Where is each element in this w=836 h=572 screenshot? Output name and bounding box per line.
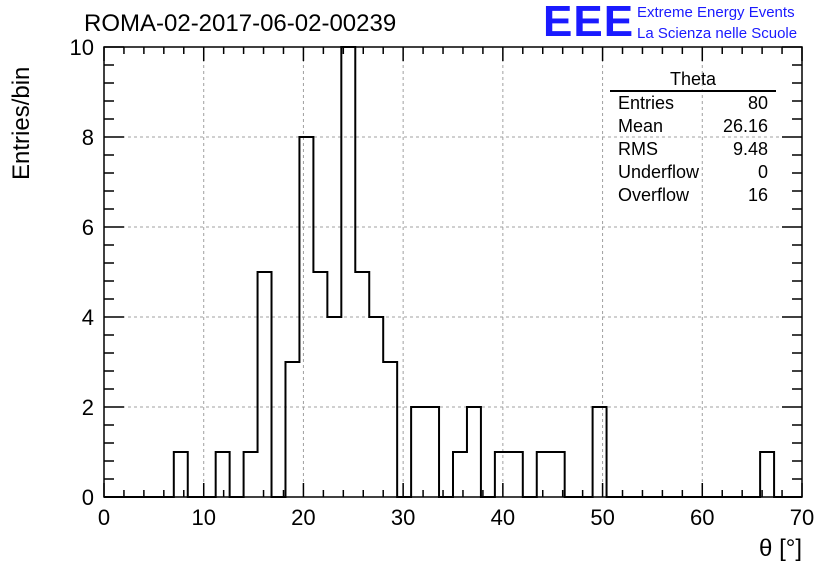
logo-line-2: La Scienza nelle Scuole bbox=[637, 25, 798, 42]
stats-label: Entries bbox=[618, 93, 675, 113]
stats-title: Theta bbox=[610, 68, 776, 92]
histogram-bin bbox=[216, 452, 230, 497]
stats-label: Overflow bbox=[618, 185, 690, 205]
histogram-bin bbox=[369, 317, 383, 497]
stats-value: 26.16 bbox=[722, 116, 768, 136]
histogram-bin bbox=[495, 452, 509, 497]
stats-label: Mean bbox=[618, 116, 664, 136]
stats-row-overflow: Overflow 16 bbox=[610, 184, 776, 207]
y-tick-label: 2 bbox=[82, 395, 94, 420]
histogram-bin bbox=[174, 452, 188, 497]
tick-labels: 0 10 20 30 40 50 60 70 0 2 4 6 8 10 bbox=[70, 35, 815, 530]
stats-value: 9.48 bbox=[732, 139, 768, 159]
x-tick-label: 40 bbox=[491, 505, 515, 530]
plot-frame bbox=[103, 46, 803, 498]
x-tick-label: 10 bbox=[191, 505, 215, 530]
histogram-bin bbox=[411, 407, 425, 497]
stats-row-entries: Entries 80 bbox=[610, 92, 776, 115]
histogram-bin bbox=[285, 362, 299, 497]
stats-value: 16 bbox=[747, 185, 768, 205]
x-tick-label: 0 bbox=[98, 505, 110, 530]
x-tick-label: 20 bbox=[291, 505, 315, 530]
x-tick-label: 30 bbox=[391, 505, 415, 530]
histogram-bin bbox=[327, 317, 341, 497]
y-tick-label: 6 bbox=[82, 215, 94, 240]
histogram-bin bbox=[593, 407, 607, 497]
eee-logo: EEE bbox=[543, 0, 635, 46]
histogram-bin bbox=[509, 452, 523, 497]
histogram-bin bbox=[355, 272, 369, 497]
stats-label: Underflow bbox=[618, 162, 700, 182]
stats-row-rms: RMS 9.48 bbox=[610, 138, 776, 161]
y-tick-label: 8 bbox=[82, 125, 94, 150]
stats-value: 0 bbox=[757, 162, 768, 182]
histogram-bin bbox=[313, 272, 327, 497]
histogram-bin bbox=[299, 137, 313, 497]
x-tick-label: 60 bbox=[690, 505, 714, 530]
histogram-bin bbox=[258, 272, 272, 497]
run-title: ROMA-02-2017-06-02-00239 bbox=[84, 10, 397, 37]
y-axis-label: Entries/bin bbox=[8, 66, 35, 180]
x-tick-label: 50 bbox=[590, 505, 614, 530]
stats-label: RMS bbox=[618, 139, 658, 159]
histogram-bin bbox=[453, 452, 467, 497]
y-tick-label: 10 bbox=[70, 35, 94, 60]
y-tick-label: 4 bbox=[82, 305, 94, 330]
x-axis-label: θ [°] bbox=[759, 535, 802, 562]
histogram-bin bbox=[244, 452, 258, 497]
stats-value: 80 bbox=[747, 93, 768, 113]
stats-box: Theta Entries 80 Mean 26.16 RMS 9.48 Und… bbox=[610, 68, 776, 207]
histogram-bin bbox=[341, 47, 355, 497]
logo-line-1: Extreme Energy Events bbox=[637, 4, 795, 21]
histogram-bin bbox=[467, 407, 481, 497]
x-tick-label: 70 bbox=[790, 505, 814, 530]
axes bbox=[103, 46, 803, 498]
stats-row-mean: Mean 26.16 bbox=[610, 115, 776, 138]
stats-row-underflow: Underflow 0 bbox=[610, 161, 776, 184]
histogram-bin bbox=[537, 452, 551, 497]
histogram-bin bbox=[383, 362, 397, 497]
grid-lines bbox=[104, 47, 802, 497]
y-tick-label: 0 bbox=[82, 485, 94, 510]
histogram-bin bbox=[425, 407, 439, 497]
